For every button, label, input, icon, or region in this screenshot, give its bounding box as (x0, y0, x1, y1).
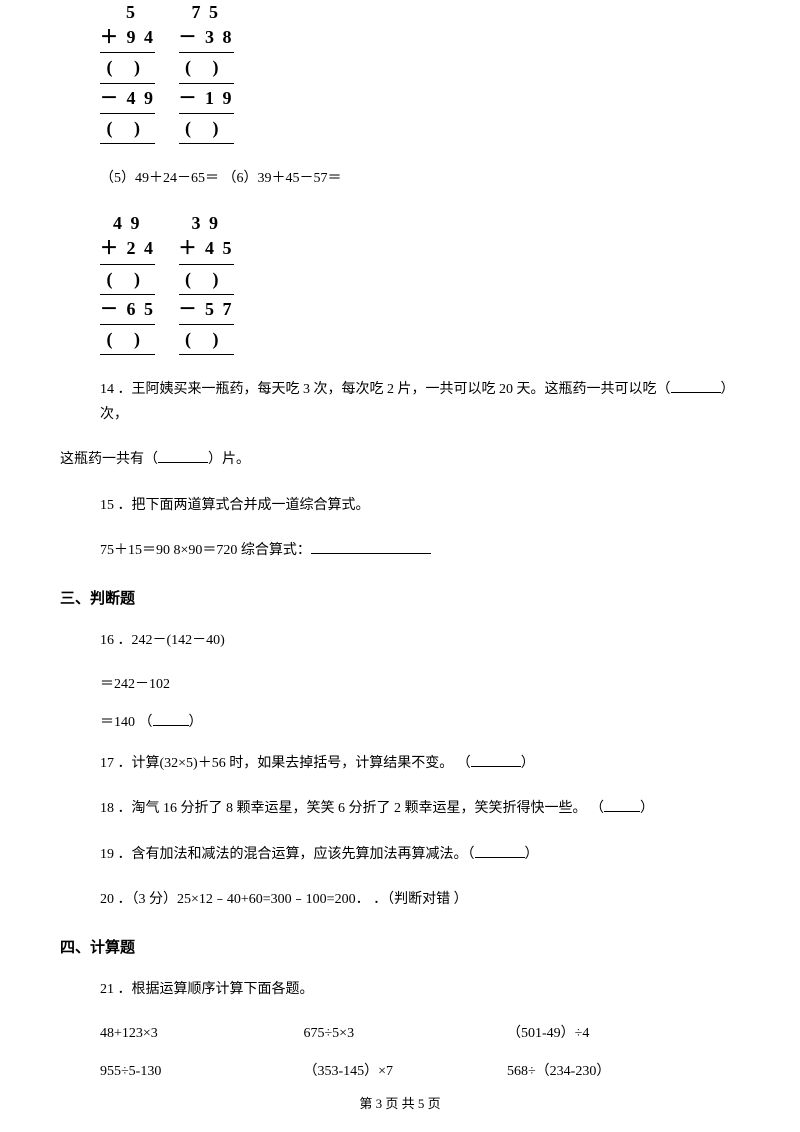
math-rule-line (179, 113, 234, 114)
math-rule-line (179, 264, 234, 265)
math-digit-row: － 1 9 (179, 86, 234, 111)
math-digit-row: － 6 5 (100, 297, 155, 322)
page-footer: 第 3 页 共 5 页 (0, 1093, 800, 1112)
math-answer-blank: ( ) (100, 327, 155, 352)
q17-text-b: ） (521, 756, 535, 771)
calc-item: 568÷（234-230） (507, 1060, 707, 1080)
math-answer-blank: ( ) (100, 116, 155, 141)
math-answer-blank: ( ) (100, 55, 155, 80)
math-rule-line (100, 264, 155, 265)
question-20: 20 ．（3 分）25×12﹣40+60=300﹣100=200． ．（判断对错… (100, 887, 740, 912)
question-15: 15 ．把下面两道算式合并成一道综合算式。 (100, 493, 740, 518)
question-21: 21 ．根据运算顺序计算下面各题。 (100, 977, 740, 1002)
math-rule-line (100, 354, 155, 355)
math-digit-row: 4 9 (100, 211, 155, 236)
q16c-text-b: ） (189, 715, 203, 730)
math-digit-row: ＋ 9 4 (100, 25, 155, 50)
math-digit-row: 3 9 (179, 211, 234, 236)
fill-blank (311, 540, 431, 554)
fill-blank (158, 449, 208, 463)
question-5-6-label: （5）49＋24－65＝ （6）39＋45－57＝ (100, 166, 740, 191)
calc-item: 955÷5-130 (100, 1064, 300, 1080)
q19-text-a: 19 ．含有加法和减法的混合运算，应该先算加法再算减法。（ (100, 847, 475, 862)
section-3-header: 三、判断题 (60, 587, 740, 608)
q18-text-b: ） (640, 801, 654, 816)
calc-item: 48+123×3 (100, 1026, 300, 1042)
q14-text-c: 这瓶药一共有（ (60, 452, 158, 467)
calc-item: 675÷5×3 (304, 1026, 504, 1042)
math-col-4: 3 9 ＋ 4 5 ( ) － 5 7 ( ) (179, 211, 234, 357)
calc-row-1: 48+123×3 675÷5×3 （501-49）÷4 (100, 1022, 740, 1042)
question-14: 14 ．王阿姨买来一瓶药，每天吃 3 次，每次吃 2 片，一共可以吃 20 天。… (100, 377, 740, 427)
math-col-3: 4 9 ＋ 2 4 ( ) － 6 5 ( ) (100, 211, 155, 357)
question-18: 18 ．淘气 16 分折了 8 颗幸运星，笑笑 6 分折了 2 颗幸运星，笑笑折… (100, 796, 740, 821)
math-col-2: 7 5 － 3 8 ( ) － 1 9 ( ) (179, 0, 234, 146)
q15-expr-text: 75＋15＝90 8×90＝720 综合算式： (100, 543, 311, 558)
q19-text-b: ） (525, 847, 539, 862)
question-16-step2: ＝140 （ ） (100, 711, 740, 731)
math-rule-line (100, 143, 155, 144)
math-rule-line (179, 52, 234, 53)
math-answer-blank: ( ) (179, 55, 234, 80)
math-digit-row: ＋ 4 5 (179, 236, 234, 261)
question-17: 17 ．计算(32×5)＋56 时，如果去掉括号，计算结果不变。 （ ） (100, 751, 740, 776)
math-digit-row: 5 (100, 0, 155, 25)
math-rule-line (100, 83, 155, 84)
math-digit-row: － 3 8 (179, 25, 234, 50)
math-rule-line (179, 354, 234, 355)
math-rule-line (100, 113, 155, 114)
calc-row-2: 955÷5-130 （353-145）×7 568÷（234-230） (100, 1060, 740, 1080)
math-rule-line (100, 52, 155, 53)
math-rule-line (100, 294, 155, 295)
fill-blank (604, 798, 640, 812)
question-16: 16 ．242－(142－40) (100, 628, 740, 653)
q17-text-a: 17 ．计算(32×5)＋56 时，如果去掉括号，计算结果不变。 （ (100, 756, 471, 771)
fill-blank (471, 753, 521, 767)
fill-blank (671, 379, 721, 393)
math-answer-blank: ( ) (100, 267, 155, 292)
q14-text-a: 14 ．王阿姨买来一瓶药，每天吃 3 次，每次吃 2 片，一共可以吃 20 天。… (100, 382, 671, 397)
math-answer-blank: ( ) (179, 267, 234, 292)
q16c-text-a: ＝140 （ (100, 715, 153, 730)
section-4-header: 四、计算题 (60, 936, 740, 957)
question-16-step1: ＝242－102 (100, 673, 740, 693)
math-digit-row: － 5 7 (179, 297, 234, 322)
question-15-expr: 75＋15＝90 8×90＝720 综合算式： (100, 538, 740, 563)
math-rule-line (100, 324, 155, 325)
q14-text-d: ）片。 (208, 452, 250, 467)
math-rule-line (179, 143, 234, 144)
question-19: 19 ．含有加法和减法的混合运算，应该先算加法再算减法。（ ） (100, 842, 740, 867)
math-answer-blank: ( ) (179, 116, 234, 141)
fill-blank (475, 844, 525, 858)
math-rule-line (179, 324, 234, 325)
math-col-1: 5 ＋ 9 4 ( ) － 4 9 ( ) (100, 0, 155, 146)
math-column-work-1: 5 ＋ 9 4 ( ) － 4 9 ( ) 7 5 － 3 8 ( ) － 1 … (100, 0, 740, 146)
math-digit-row: 7 5 (179, 0, 234, 25)
calc-item: （501-49）÷4 (507, 1022, 707, 1042)
fill-blank (153, 712, 189, 726)
math-digit-row: － 4 9 (100, 86, 155, 111)
math-digit-row: ＋ 2 4 (100, 236, 155, 261)
math-answer-blank: ( ) (179, 327, 234, 352)
math-rule-line (179, 83, 234, 84)
math-rule-line (179, 294, 234, 295)
question-14-cont: 这瓶药一共有（ ）片。 (60, 447, 740, 472)
math-column-work-2: 4 9 ＋ 2 4 ( ) － 6 5 ( ) 3 9 ＋ 4 5 ( ) － … (100, 211, 740, 357)
q18-text-a: 18 ．淘气 16 分折了 8 颗幸运星，笑笑 6 分折了 2 颗幸运星，笑笑折… (100, 801, 604, 816)
calc-item: （353-145）×7 (304, 1060, 504, 1080)
